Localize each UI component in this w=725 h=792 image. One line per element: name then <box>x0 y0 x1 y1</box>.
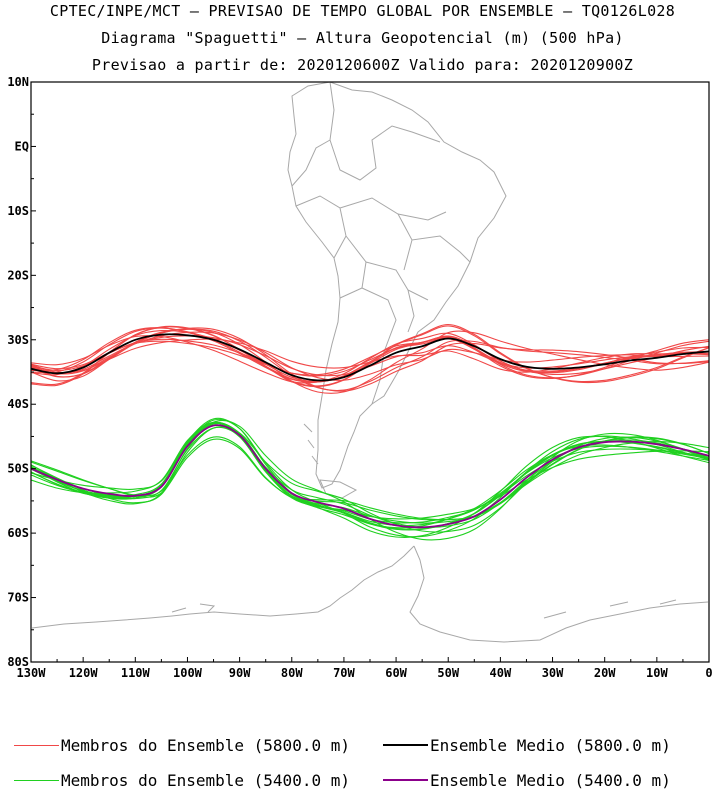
x-tick-label: 70W <box>333 666 355 680</box>
ensemble-member-line <box>31 327 709 392</box>
plot-frame <box>30 81 710 663</box>
ensemble-member-line <box>31 328 709 392</box>
x-tick-label: 120W <box>69 666 99 680</box>
legend-line-green <box>14 779 59 781</box>
country-borders <box>291 81 471 405</box>
y-tick-label: 80S <box>7 655 29 669</box>
antarctica-coastline <box>31 545 709 643</box>
y-tick-label: 30S <box>7 333 29 347</box>
y-tick-label: 60S <box>7 526 29 540</box>
x-tick-label: 0 <box>705 666 712 680</box>
x-tick-label: 110W <box>121 666 151 680</box>
y-tick-label: 70S <box>7 591 29 605</box>
y-tick-label: 10S <box>7 204 29 218</box>
legend-mean-5400: Ensemble Medio (5400.0 m) <box>383 770 671 790</box>
ensemble-means <box>31 333 709 529</box>
x-tick-label: 60W <box>385 666 407 680</box>
spaghetti-plot: 130W 120W 110W 100W 90W 80W 70W 60W 50W 40W 30W 20W… <box>7 75 712 680</box>
x-tick-label: 80W <box>281 666 303 680</box>
x-tick-label: 90W <box>229 666 251 680</box>
chart-title: CPTEC/INPE/MCT — PREVISAO DE TEMPO GLOBA… <box>49 2 676 20</box>
legend-line-black <box>383 744 428 746</box>
x-tick-label: 20W <box>594 666 616 680</box>
axes: 130W 120W 110W 100W 90W 80W 70W 60W 50W 40W 30W 20W… <box>7 75 712 680</box>
y-tick-label: EQ <box>15 139 29 153</box>
y-tick-label: 50S <box>7 462 29 476</box>
x-tick-label: 130W <box>17 666 47 680</box>
legend-mean-5800: Ensemble Medio (5800.0 m) <box>383 735 671 755</box>
legend-label: Membros do Ensemble (5800.0 m) <box>61 735 350 755</box>
chart-subtitle: Diagrama "Spaguetti" — Altura Geopotenci… <box>101 29 624 47</box>
legend-member-5400: Membros do Ensemble (5400.0 m) <box>14 770 350 790</box>
tierra-del-fuego <box>303 423 358 499</box>
x-tick-label: 40W <box>490 666 512 680</box>
antarctic-islands <box>171 599 677 619</box>
ensemble-mean-line <box>31 333 709 382</box>
y-tick-label: 40S <box>7 397 29 411</box>
x-tick-label: 50W <box>437 666 459 680</box>
ensemble-member-line <box>31 331 709 381</box>
legend-label: Ensemble Medio (5400.0 m) <box>430 770 671 790</box>
legend-line-purple <box>383 779 428 781</box>
legend-line-red <box>14 744 59 746</box>
ensemble-member-line <box>31 422 709 531</box>
ensemble-member-line <box>31 421 709 520</box>
ensemble-members <box>31 323 709 541</box>
legend-label: Ensemble Medio (5800.0 m) <box>430 735 671 755</box>
ensemble-mean-line <box>31 424 709 529</box>
legend-member-5800: Membros do Ensemble (5800.0 m) <box>14 735 350 755</box>
map-outline <box>31 81 709 643</box>
legend-label: Membros do Ensemble (5400.0 m) <box>61 770 350 790</box>
x-tick-label: 100W <box>173 666 203 680</box>
y-tick-label: 10N <box>7 75 29 89</box>
ensemble-member-line <box>31 327 709 383</box>
south-america-coastline <box>287 81 507 489</box>
x-tick-label: 10W <box>646 666 668 680</box>
forecast-validity: Previsao a partir de: 2020120600Z Valido… <box>91 56 634 74</box>
x-tick-label: 30W <box>542 666 564 680</box>
y-tick-label: 20S <box>7 268 29 282</box>
ensemble-member-line <box>31 323 709 388</box>
